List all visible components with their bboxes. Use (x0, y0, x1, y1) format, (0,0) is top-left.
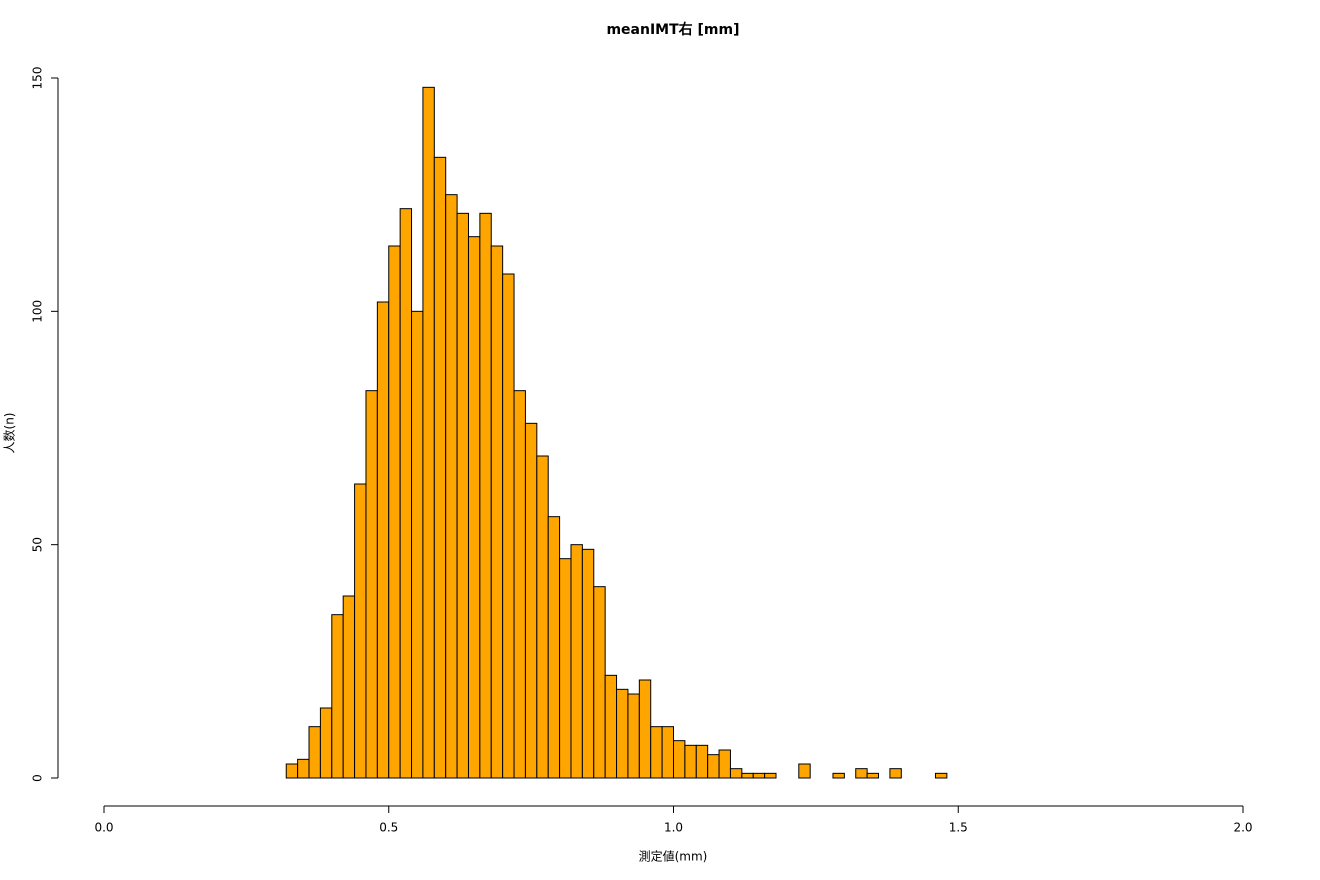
bar (934, 772, 948, 779)
bar (297, 758, 310, 779)
bar (627, 693, 640, 779)
bar (433, 156, 447, 779)
bar (650, 726, 663, 779)
bar (593, 586, 606, 779)
bar (889, 768, 902, 779)
bar (752, 772, 766, 779)
bar (855, 768, 868, 779)
bar (581, 548, 595, 779)
x-tick-label: 1.0 (664, 821, 683, 835)
bar (422, 86, 435, 779)
bar (285, 763, 299, 779)
bar (513, 390, 526, 779)
bar (524, 422, 538, 779)
bar (616, 688, 629, 779)
bar (673, 740, 686, 779)
x-tick-label: 1.5 (949, 821, 968, 835)
y-axis-label: 人数(n) (2, 413, 17, 454)
bar (741, 772, 754, 779)
bar (707, 754, 720, 779)
bar (354, 483, 367, 779)
bar (718, 749, 731, 779)
bar (365, 390, 378, 779)
bar (490, 245, 504, 779)
bar (399, 208, 413, 779)
bar (456, 212, 469, 779)
y-tick-label: 100 (31, 300, 45, 323)
bar (604, 674, 618, 779)
bar (729, 768, 743, 779)
x-tick-label: 2.0 (1233, 821, 1252, 835)
x-axis-label: 測定値(mm) (639, 849, 708, 864)
bar (376, 301, 390, 779)
bar (411, 310, 424, 779)
bar (319, 707, 333, 779)
bar (638, 679, 652, 779)
bar (331, 614, 344, 779)
x-tick-label: 0.5 (379, 821, 398, 835)
bar (547, 516, 561, 779)
bar (798, 763, 811, 779)
bar (502, 273, 515, 779)
bar (479, 212, 492, 779)
y-tick-label: 0 (31, 774, 45, 782)
bar (342, 595, 356, 779)
bar (866, 772, 880, 779)
bar (308, 726, 321, 779)
chart-title: meanIMT右 [mm] (606, 21, 739, 38)
bar (559, 558, 572, 779)
bar (536, 455, 549, 779)
y-tick-label: 50 (31, 537, 45, 552)
bar (684, 744, 697, 779)
bar (832, 772, 845, 779)
bar (467, 236, 481, 779)
bar (388, 245, 401, 779)
x-tick-label: 0.0 (94, 821, 113, 835)
bar (570, 544, 583, 779)
bar (661, 726, 674, 779)
bar (445, 194, 458, 779)
bar (695, 744, 709, 779)
bar (764, 772, 777, 779)
y-tick-label: 150 (31, 67, 45, 90)
